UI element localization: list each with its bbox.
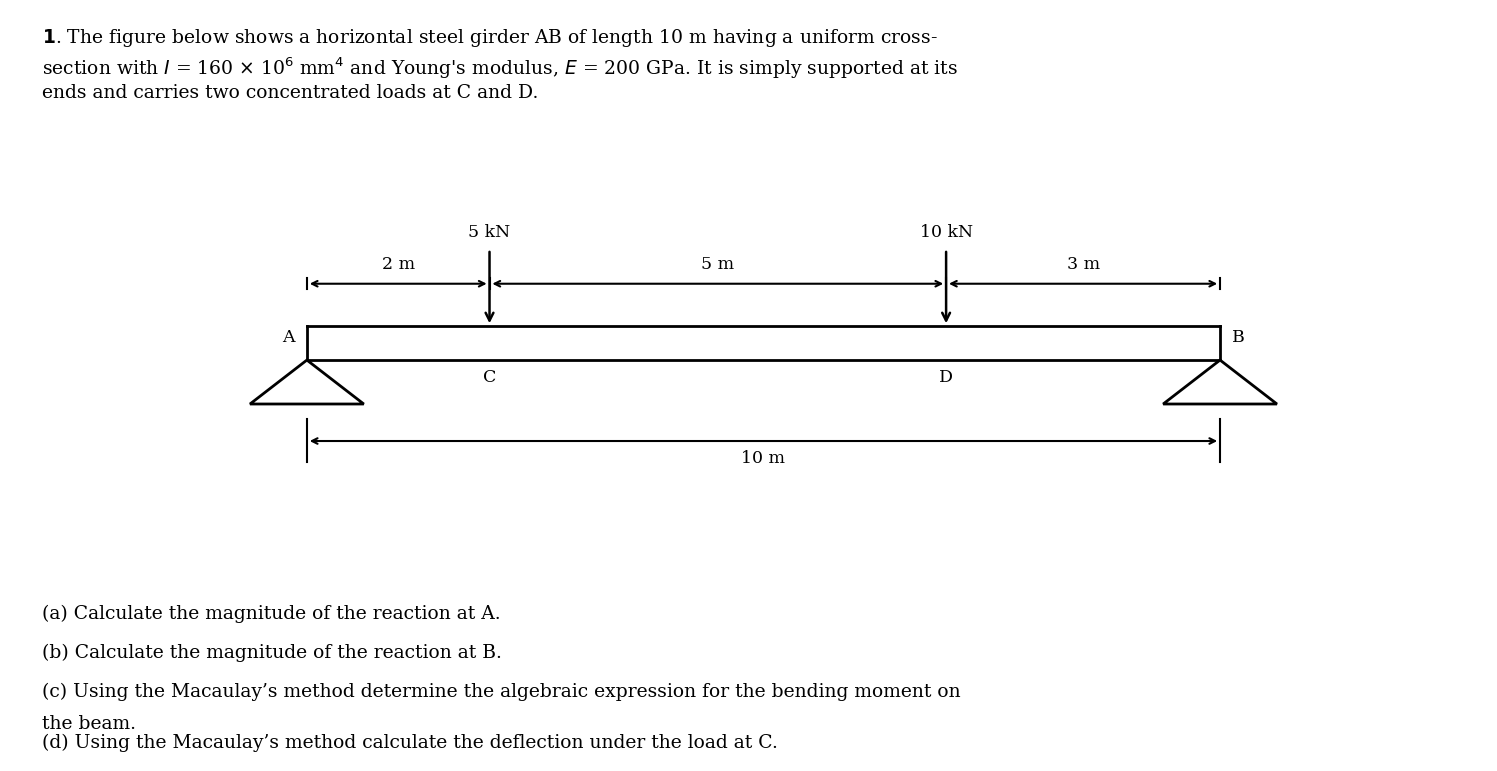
Text: 3 m: 3 m — [1066, 256, 1100, 273]
Text: 5 m: 5 m — [701, 256, 735, 273]
Text: D: D — [939, 369, 954, 386]
Text: the beam.: the beam. — [42, 715, 136, 732]
Polygon shape — [1163, 360, 1277, 404]
Text: B: B — [1232, 329, 1246, 346]
Text: (c) Using the Macaulay’s method determine the algebraic expression for the bendi: (c) Using the Macaulay’s method determin… — [42, 682, 961, 701]
Bar — [307, 326, 1220, 360]
Text: 10 kN: 10 kN — [919, 224, 973, 241]
Text: 10 m: 10 m — [741, 450, 786, 467]
Text: 2 m: 2 m — [382, 256, 415, 273]
Text: A: A — [283, 329, 295, 346]
Text: section with $I$ = 160 $\times$ 10$^6$ mm$^4$ and Young's modulus, $E$ = 200 GPa: section with $I$ = 160 $\times$ 10$^6$ m… — [42, 56, 958, 81]
Text: 5 kN: 5 kN — [469, 224, 510, 241]
Text: $\mathbf{1}$. The figure below shows a horizontal steel girder AB of length 10 m: $\mathbf{1}$. The figure below shows a h… — [42, 27, 937, 49]
Text: ends and carries two concentrated loads at C and D.: ends and carries two concentrated loads … — [42, 84, 539, 102]
Text: (b) Calculate the magnitude of the reaction at B.: (b) Calculate the magnitude of the react… — [42, 644, 501, 662]
Text: C: C — [484, 369, 496, 386]
Polygon shape — [250, 360, 364, 404]
Text: (a) Calculate the magnitude of the reaction at A.: (a) Calculate the magnitude of the react… — [42, 605, 500, 624]
Text: (d) Using the Macaulay’s method calculate the deflection under the load at C.: (d) Using the Macaulay’s method calculat… — [42, 734, 778, 752]
